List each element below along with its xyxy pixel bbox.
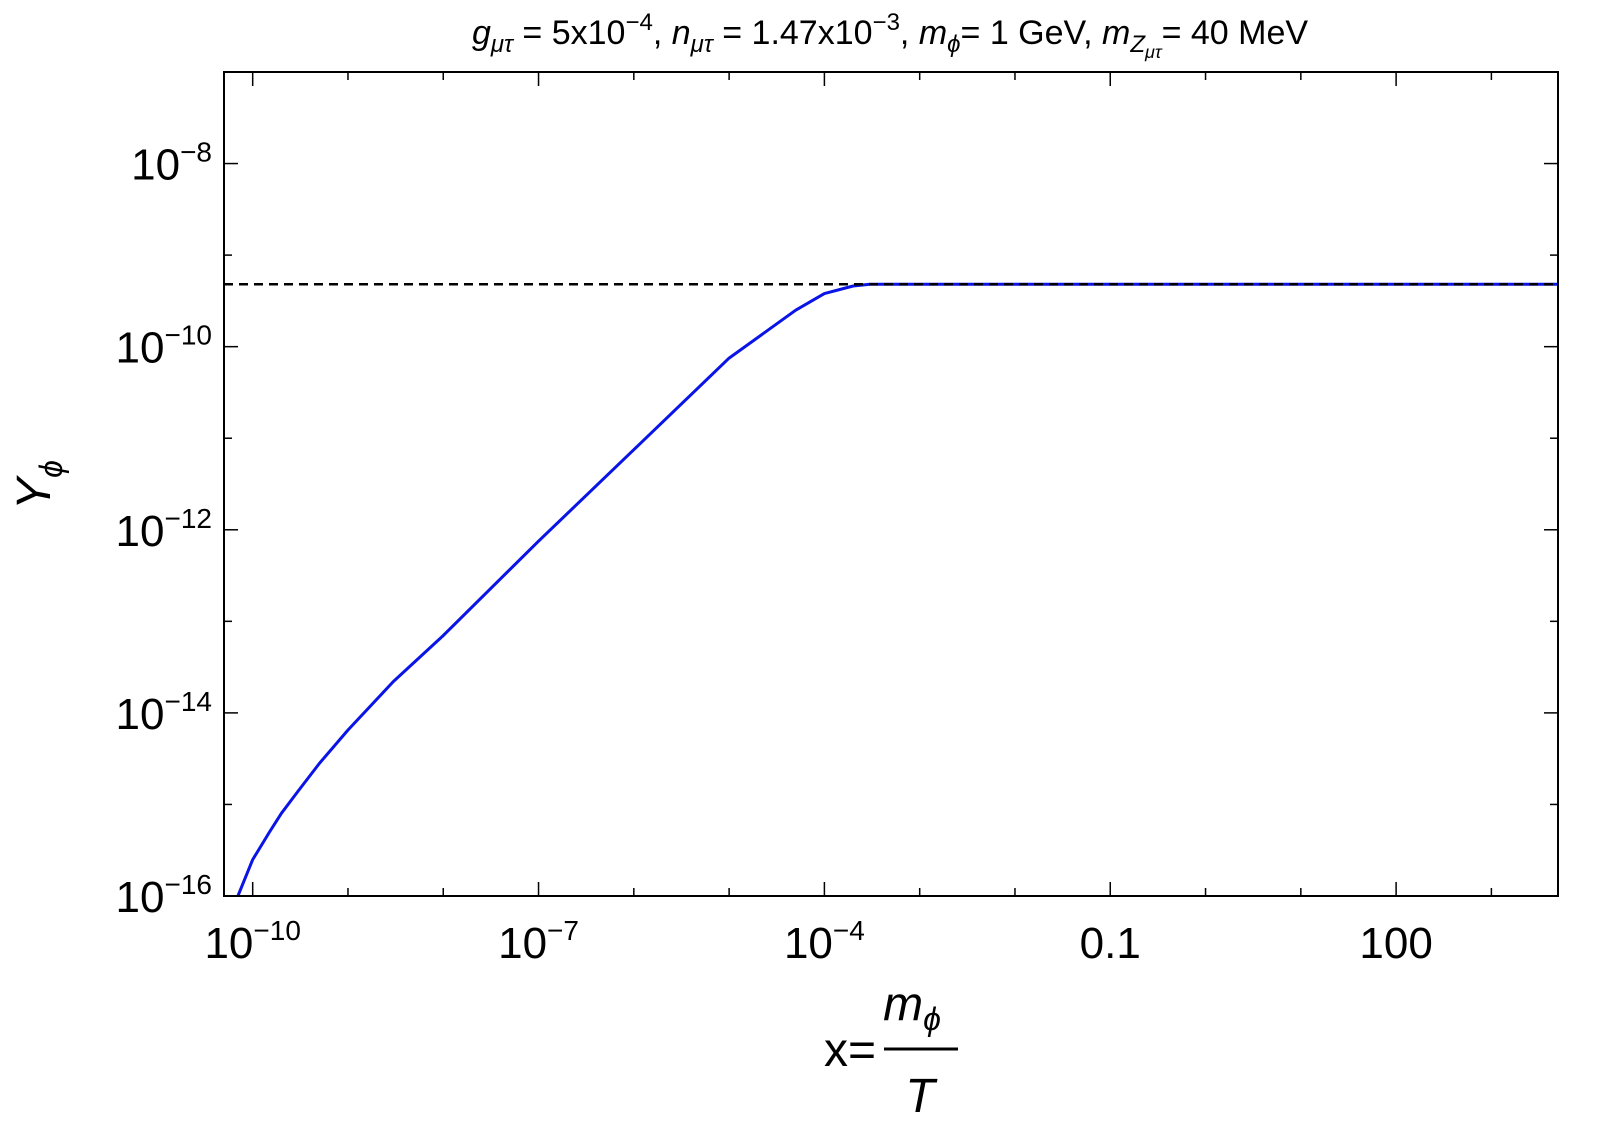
title-n-exponent: −3 xyxy=(873,9,900,36)
y-tick-label: 10−16 xyxy=(116,869,212,922)
y-tick-label: 10−8 xyxy=(131,137,212,190)
plot-frame xyxy=(223,71,1559,897)
tick-labels: 10−10 10−7 10−4 0.1 100 10−8 10−10 10−12 10−14 10… xyxy=(116,137,1433,968)
y-tick-label: 10−14 xyxy=(116,686,212,739)
title-mphi-subscript: ϕ xyxy=(947,31,960,58)
title-mphi-value: = 1 GeV, xyxy=(961,14,1102,52)
chart-title: gμτ = 5x10−4, nμτ = 1.47x10−3, mϕ= 1 GeV… xyxy=(472,9,1308,62)
title-sep-2: , xyxy=(900,14,919,52)
axis-ticks xyxy=(224,71,1558,897)
solid-curve xyxy=(236,282,1558,897)
title-n-value: = 1.47x10 xyxy=(713,14,873,52)
title-g-exponent: −4 xyxy=(625,9,652,36)
x-tick-label: 10−7 xyxy=(498,915,579,968)
title-mz-subsubscript: μτ xyxy=(1144,42,1163,62)
title-g-symbol: g xyxy=(472,14,491,52)
y-tick-label: 10−10 xyxy=(116,320,212,373)
title-g-subscript: μτ xyxy=(490,31,515,58)
series-lines xyxy=(224,282,1558,897)
x-label-numerator: mϕ xyxy=(883,978,941,1037)
title-mz-subscript: Z xyxy=(1129,31,1146,58)
title-mz-symbol: m xyxy=(1102,14,1130,52)
x-label-num-subscript: ϕ xyxy=(923,1001,941,1037)
title-g-value: = 5x10 xyxy=(513,14,625,52)
y-label-subscript: ϕ xyxy=(33,460,69,478)
x-tick-label: 10−10 xyxy=(204,915,300,968)
title-n-subscript: μτ xyxy=(690,31,715,58)
title-mphi-symbol: m xyxy=(919,14,947,52)
title-sep-1: , xyxy=(653,14,672,52)
x-tick-label: 100 xyxy=(1359,919,1432,968)
y-label-symbol: Y xyxy=(8,475,61,510)
x-label-denominator: T xyxy=(905,1070,938,1123)
x-tick-label: 0.1 xyxy=(1080,919,1141,968)
x-label-num-symbol: m xyxy=(883,978,923,1031)
y-tick-label: 10−12 xyxy=(116,503,212,556)
x-axis-label: x= mϕ T xyxy=(824,978,958,1123)
y-axis-label: Yϕ xyxy=(8,460,69,510)
x-label-prefix: x= xyxy=(824,1024,876,1077)
title-mz-value: = 40 MeV xyxy=(1162,14,1309,52)
title-n-symbol: n xyxy=(672,14,691,52)
x-tick-label: 10−4 xyxy=(784,915,865,968)
